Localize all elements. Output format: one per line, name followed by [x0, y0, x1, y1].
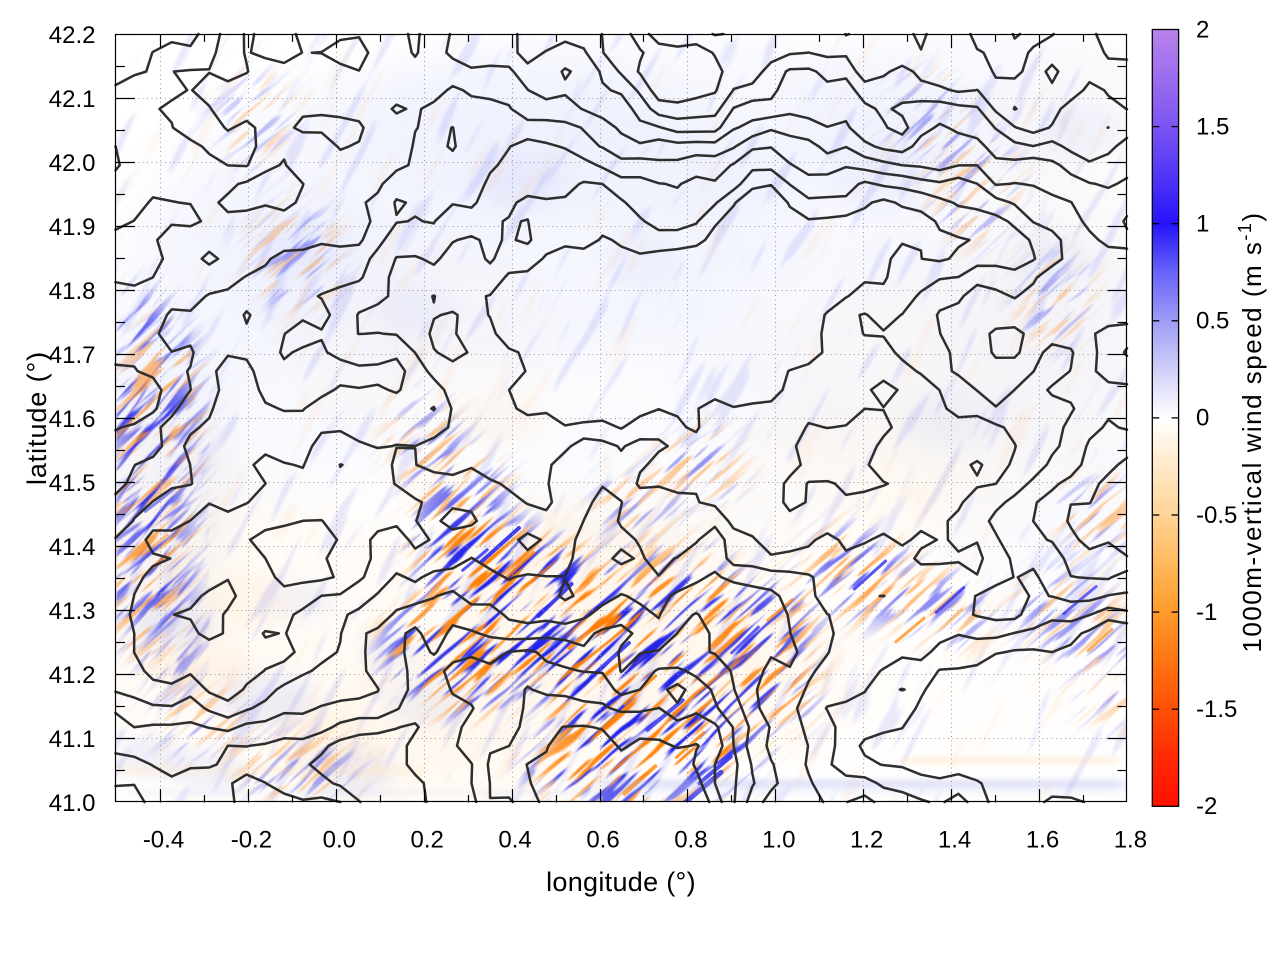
svg-text:41.2: 41.2 [49, 662, 96, 689]
svg-text:-1: -1 [1196, 599, 1217, 626]
svg-text:2: 2 [1196, 16, 1209, 43]
svg-text:-2: -2 [1196, 793, 1217, 820]
svg-text:42.0: 42.0 [49, 150, 96, 177]
svg-text:0.0: 0.0 [323, 827, 356, 854]
svg-text:42.1: 42.1 [49, 86, 96, 113]
svg-text:0.8: 0.8 [674, 827, 707, 854]
svg-text:0.6: 0.6 [586, 827, 619, 854]
svg-text:1.0: 1.0 [762, 827, 795, 854]
svg-text:41.4: 41.4 [49, 534, 96, 561]
svg-text:-0.2: -0.2 [231, 827, 272, 854]
svg-text:0.5: 0.5 [1196, 308, 1229, 335]
svg-text:1000m-vertical wind speed (m s: 1000m-vertical wind speed (m s-1) [1235, 211, 1267, 652]
svg-text:1.5: 1.5 [1196, 113, 1229, 140]
svg-text:41.9: 41.9 [49, 214, 96, 241]
svg-text:41.8: 41.8 [49, 278, 96, 305]
svg-text:41.6: 41.6 [49, 406, 96, 433]
svg-text:-1.5: -1.5 [1196, 696, 1237, 723]
svg-text:41.1: 41.1 [49, 726, 96, 753]
svg-text:1.2: 1.2 [850, 827, 883, 854]
svg-text:1.4: 1.4 [938, 827, 971, 854]
svg-text:-0.4: -0.4 [143, 827, 184, 854]
svg-text:42.2: 42.2 [49, 22, 96, 49]
svg-text:41.5: 41.5 [49, 470, 96, 497]
svg-text:latitude (°): latitude (°) [22, 351, 52, 485]
svg-text:1.6: 1.6 [1026, 827, 1059, 854]
svg-text:41.3: 41.3 [49, 598, 96, 625]
svg-text:41.0: 41.0 [49, 790, 96, 817]
svg-text:1: 1 [1196, 211, 1209, 238]
svg-text:0: 0 [1196, 405, 1209, 432]
svg-text:-0.5: -0.5 [1196, 502, 1237, 529]
svg-text:1.8: 1.8 [1114, 827, 1147, 854]
svg-text:0.4: 0.4 [498, 827, 531, 854]
svg-text:longitude (°): longitude (°) [546, 867, 696, 897]
svg-text:0.2: 0.2 [411, 827, 444, 854]
svg-text:41.7: 41.7 [49, 342, 96, 369]
